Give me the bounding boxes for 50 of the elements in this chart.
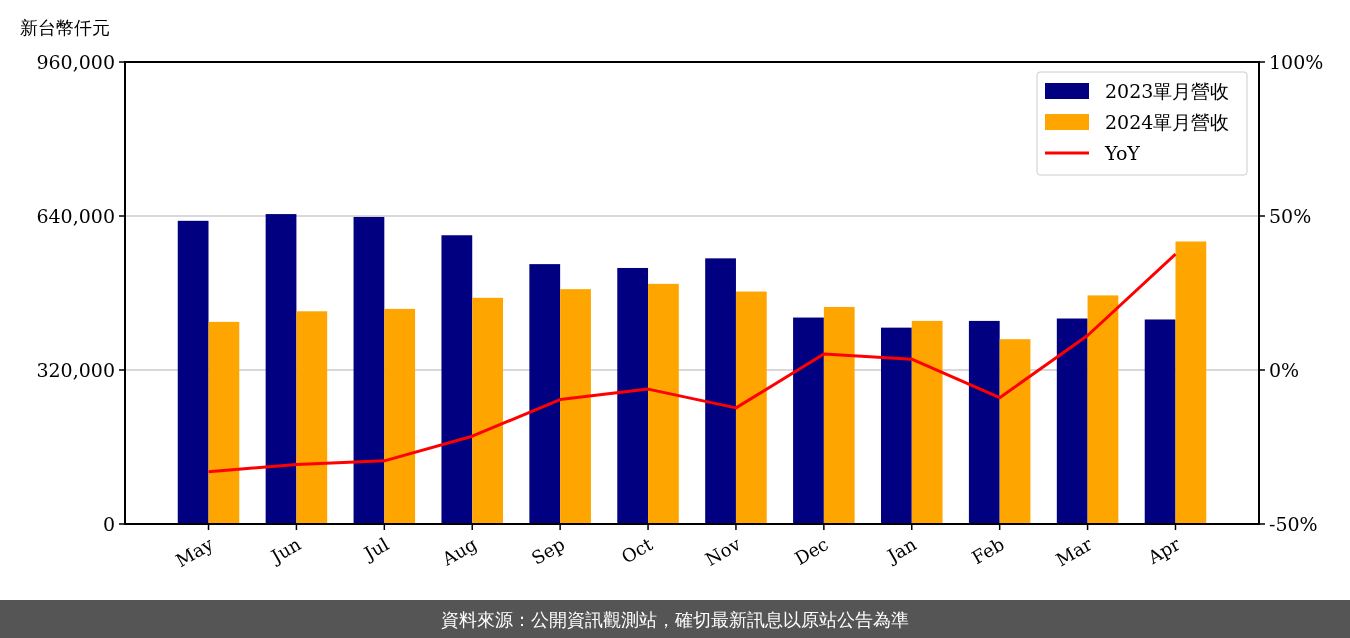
y2-tick-label: 100% — [1269, 51, 1324, 73]
bar — [296, 311, 328, 524]
x-tick-label: Mar — [1052, 533, 1096, 571]
bar — [208, 321, 240, 524]
legend-label: 2024單月營收 — [1105, 111, 1230, 133]
y-tick-label: 960,000 — [36, 51, 115, 73]
bar — [353, 216, 385, 524]
x-tick-label: Feb — [968, 533, 1008, 569]
y-tick-label: 320,000 — [36, 359, 115, 381]
y-axis-title: 新台幣仟元 — [20, 17, 110, 38]
x-tick-label: Jan — [881, 533, 921, 568]
bar — [648, 283, 679, 524]
bar — [968, 320, 1000, 524]
source-note: 資料來源：公開資訊觀測站，確切最新訊息以原站公告為準 — [441, 609, 909, 630]
bar — [999, 339, 1031, 524]
y-tick-label: 0 — [102, 513, 115, 535]
bar — [472, 297, 503, 524]
x-tick-label: May — [171, 532, 218, 572]
y-tick-label: 640,000 — [36, 205, 115, 227]
x-tick-label: Jul — [358, 533, 393, 565]
bar — [793, 317, 824, 524]
bar — [617, 267, 649, 524]
bar — [441, 235, 473, 524]
bar — [177, 220, 209, 524]
bar — [384, 308, 416, 524]
bar — [529, 264, 561, 524]
bar — [1175, 241, 1207, 524]
line-series — [207, 252, 1177, 474]
bar — [823, 306, 855, 524]
x-tick-label: Nov — [701, 532, 745, 570]
bar — [1144, 319, 1176, 524]
bar — [735, 291, 767, 524]
x-tick-label: Jun — [265, 533, 305, 568]
y2-tick-label: -50% — [1269, 513, 1318, 535]
bar — [705, 258, 736, 524]
x-tick-label: Dec — [790, 533, 832, 570]
x-tick-label: Apr — [1143, 533, 1184, 569]
x-tick-label: Sep — [527, 533, 569, 569]
legend-label: 2023單月營收 — [1105, 80, 1230, 102]
bar — [265, 214, 297, 524]
x-tick-label: Oct — [617, 532, 657, 568]
bar — [1087, 295, 1119, 524]
x-tick-label: Aug — [437, 533, 481, 571]
bar — [560, 289, 591, 524]
bar — [881, 327, 912, 524]
y2-tick-label: 0% — [1269, 359, 1300, 381]
bar — [911, 320, 943, 524]
y2-tick-label: 50% — [1269, 205, 1312, 227]
legend-label: YoY — [1104, 142, 1141, 164]
bar — [1056, 318, 1088, 524]
